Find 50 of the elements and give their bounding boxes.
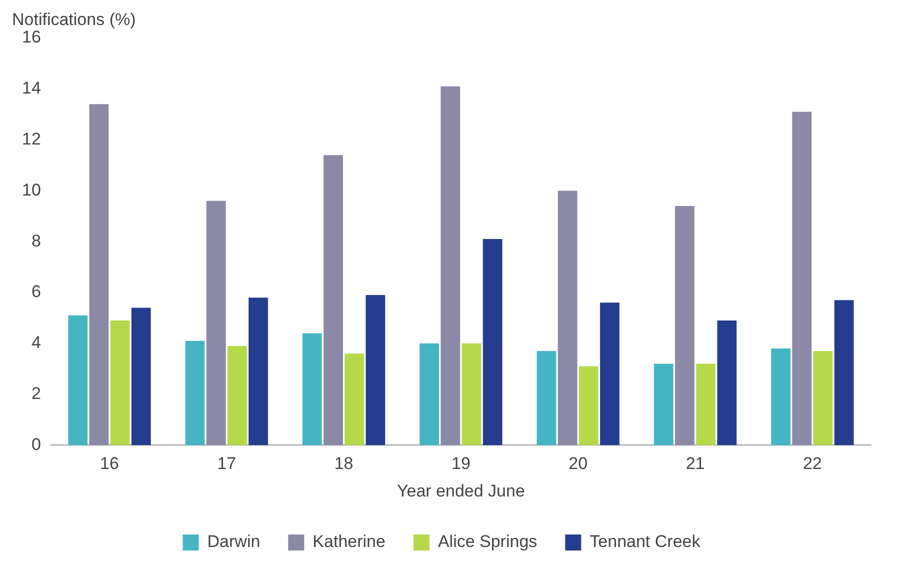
bar bbox=[654, 364, 674, 446]
bar bbox=[344, 354, 364, 446]
bar bbox=[89, 104, 109, 446]
bar bbox=[366, 295, 386, 446]
y-tick-label: 8 bbox=[31, 231, 41, 250]
bar bbox=[717, 320, 737, 446]
bar bbox=[792, 112, 812, 446]
y-tick-label: 4 bbox=[31, 333, 41, 352]
bar bbox=[771, 348, 790, 446]
y-tick-label: 12 bbox=[22, 129, 41, 148]
x-tick-label: 19 bbox=[451, 454, 470, 474]
y-axis-title: Notifications (%) bbox=[12, 10, 136, 30]
legend-label: Katherine bbox=[312, 532, 386, 552]
bar bbox=[185, 340, 205, 446]
legend-label: Darwin bbox=[207, 532, 260, 552]
x-tick-label: 21 bbox=[686, 454, 705, 474]
bar bbox=[462, 343, 482, 446]
bar bbox=[482, 239, 502, 446]
bar bbox=[420, 343, 440, 446]
y-tick-label: 10 bbox=[22, 180, 41, 200]
bar bbox=[675, 206, 694, 446]
bar bbox=[131, 308, 151, 446]
bar bbox=[600, 302, 620, 446]
bar bbox=[440, 86, 460, 446]
bar bbox=[227, 346, 247, 446]
bar bbox=[206, 200, 226, 446]
x-tick-label: 22 bbox=[802, 454, 822, 474]
x-tick-label: 20 bbox=[568, 454, 588, 474]
bar bbox=[110, 320, 130, 446]
bar bbox=[536, 351, 556, 446]
y-tick-label: 2 bbox=[31, 384, 41, 403]
bar bbox=[248, 298, 268, 446]
x-tick-label: 17 bbox=[217, 454, 236, 474]
bar bbox=[302, 333, 322, 446]
x-tick-label: 18 bbox=[334, 454, 354, 474]
y-tick-label: 0 bbox=[31, 434, 41, 454]
legend-label: Tennant Creek bbox=[590, 532, 701, 552]
bar bbox=[558, 190, 578, 446]
y-tick-label: 14 bbox=[22, 78, 41, 98]
x-tick-label: 16 bbox=[100, 454, 119, 474]
bar bbox=[813, 351, 833, 446]
bar bbox=[324, 155, 343, 446]
bar bbox=[696, 364, 716, 446]
x-axis-title: Year ended June bbox=[396, 481, 525, 500]
legend-label: Alice Springs bbox=[438, 532, 538, 552]
bar bbox=[578, 366, 598, 446]
bar bbox=[834, 300, 854, 446]
bar bbox=[68, 315, 88, 446]
y-tick-label: 16 bbox=[22, 28, 41, 47]
y-tick-label: 6 bbox=[31, 282, 41, 302]
